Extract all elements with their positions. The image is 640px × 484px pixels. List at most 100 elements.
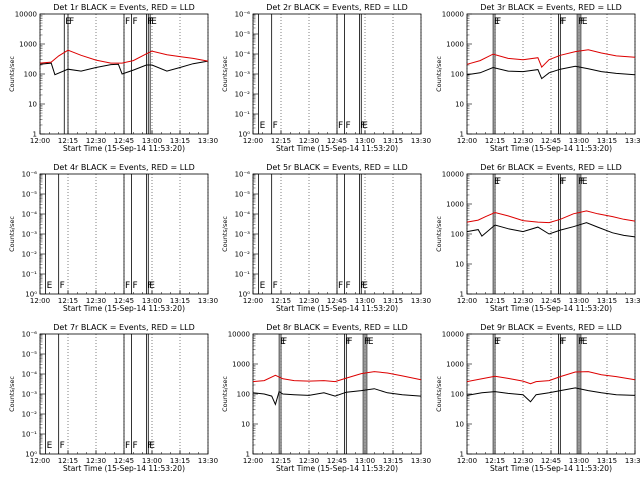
x-tick-label: 13:00 (142, 297, 162, 305)
x-tick-label: 13:15 (383, 137, 403, 145)
event-marker-label: F (580, 17, 585, 27)
y-tick-label: 10⁻⁵ (235, 31, 251, 39)
y-tick-label: 10 (455, 261, 464, 269)
y-tick-label: 10⁻⁶ (22, 171, 38, 179)
y-axis-label: Counts/sec (221, 216, 229, 252)
y-tick-label: 1 (460, 131, 464, 139)
x-tick-label: 12:45 (327, 457, 347, 465)
y-tick-label: 100 (451, 231, 464, 239)
event-marker-label: E (260, 121, 266, 131)
x-tick-label: 12:30 (86, 137, 106, 145)
event-marker-label: E (494, 337, 500, 347)
y-tick-label: 10⁰ (25, 291, 37, 299)
y-tick-label: 10⁻² (235, 251, 251, 259)
event-marker-label: E (368, 337, 374, 347)
x-axis-label: Start Time (15-Sep-14 11:53:20) (63, 144, 185, 153)
y-tick-label: 10⁻² (235, 91, 251, 99)
y-axis-label: Counts/sec (435, 216, 443, 252)
y-axis-label: Counts/sec (221, 376, 229, 412)
x-tick-label: 12:00 (243, 297, 263, 305)
y-tick-label: 10⁻³ (235, 71, 251, 79)
event-marker-label: E (47, 441, 53, 451)
x-axis-label: Start Time (15-Sep-14 11:53:20) (490, 464, 612, 473)
y-tick-label: 10⁻² (22, 251, 38, 259)
event-marker-label: F (147, 281, 152, 291)
x-tick-label: 12:00 (243, 137, 263, 145)
y-tick-label: 1 (460, 291, 464, 299)
event-marker-label: F (338, 121, 343, 131)
x-axis-label: Start Time (15-Sep-14 11:53:20) (63, 464, 185, 473)
plot-title: Det 4r BLACK = Events, RED = LLD (53, 163, 195, 172)
y-tick-label: 10⁻³ (22, 231, 38, 239)
y-tick-label: 1 (246, 451, 250, 459)
x-tick-label: 12:30 (299, 457, 319, 465)
x-tick-label: 13:00 (355, 137, 375, 145)
x-tick-label: 13:30 (198, 137, 218, 145)
x-tick-label: 13:00 (569, 457, 589, 465)
series-line-events (39, 60, 209, 76)
y-tick-label: 100 (237, 391, 250, 399)
event-marker-label: E (362, 121, 368, 131)
plot-det-3r: Det 3r BLACK = Events, RED = LLD 12:00 12:… (435, 3, 640, 153)
event-marker-label: F (125, 17, 130, 27)
y-tick-label: 10⁻⁴ (235, 51, 251, 59)
event-marker-label: F (273, 121, 278, 131)
y-tick-label: 10 (455, 421, 464, 429)
x-tick-label: 12:30 (513, 297, 533, 305)
event-marker-label: F (338, 281, 343, 291)
event-marker-label: F (561, 337, 566, 347)
x-tick-label: 13:00 (569, 297, 589, 305)
x-tick-label: 13:00 (142, 457, 162, 465)
y-tick-label: 10⁻¹ (22, 431, 38, 439)
event-marker-label: E (582, 337, 588, 347)
x-tick-label: 13:00 (569, 137, 589, 145)
y-tick-label: 10⁻⁵ (235, 191, 251, 199)
x-tick-label: 12:30 (513, 137, 533, 145)
y-tick-label: 1000 (446, 361, 464, 369)
x-tick-label: 13:30 (625, 137, 640, 145)
x-tick-label: 12:15 (485, 457, 505, 465)
x-axis-label: Start Time (15-Sep-14 11:53:20) (276, 144, 398, 153)
event-marker-label: F (580, 337, 585, 347)
x-tick-label: 12:45 (541, 457, 561, 465)
x-tick-label: 13:30 (411, 457, 431, 465)
plot-title: Det 8r BLACK = Events, RED = LLD (266, 323, 408, 332)
x-tick-label: 12:00 (243, 457, 263, 465)
plot-det-2r: Det 2r BLACK = Events, RED = LLD 12:00 12:… (221, 3, 431, 153)
x-tick-label: 13:00 (142, 137, 162, 145)
event-marker-label: F (149, 17, 154, 27)
x-tick-label: 13:30 (625, 297, 640, 305)
x-tick-label: 12:15 (58, 137, 78, 145)
x-axis-label: Start Time (15-Sep-14 11:53:20) (276, 304, 398, 313)
event-marker-label: F (496, 17, 501, 27)
x-axis-label: Start Time (15-Sep-14 11:53:20) (276, 464, 398, 473)
event-marker-label: F (345, 337, 350, 347)
y-tick-label: 10⁰ (238, 291, 250, 299)
event-marker-label: F (559, 177, 564, 187)
x-tick-label: 13:30 (198, 297, 218, 305)
x-tick-label: 13:30 (411, 137, 431, 145)
event-marker-label: E (280, 337, 286, 347)
y-tick-label: 10000 (442, 331, 464, 339)
y-axis-label: Counts/sec (8, 376, 16, 412)
x-tick-label: 13:30 (198, 457, 218, 465)
plot-det-6r: Det 6r BLACK = Events, RED = LLD 12:00 12:… (435, 163, 640, 313)
x-tick-label: 13:15 (597, 457, 617, 465)
y-axis-label: Counts/sec (435, 376, 443, 412)
y-axis-label: Counts/sec (8, 216, 16, 252)
x-tick-label: 12:00 (30, 457, 50, 465)
x-tick-label: 12:00 (457, 137, 477, 145)
x-tick-label: 12:00 (30, 297, 50, 305)
series-line-lld (466, 371, 636, 385)
plot-title: Det 3r BLACK = Events, RED = LLD (480, 3, 622, 12)
x-axis-label: Start Time (15-Sep-14 11:53:20) (63, 304, 185, 313)
y-tick-label: 1 (460, 451, 464, 459)
y-tick-label: 100 (451, 71, 464, 79)
event-marker-label: F (132, 441, 137, 451)
event-marker-label: E (494, 17, 500, 27)
y-tick-label: 10⁻¹ (235, 271, 251, 279)
y-tick-label: 10⁻¹ (235, 111, 251, 119)
y-tick-label: 10⁻⁴ (22, 371, 38, 379)
x-tick-label: 12:30 (86, 297, 106, 305)
